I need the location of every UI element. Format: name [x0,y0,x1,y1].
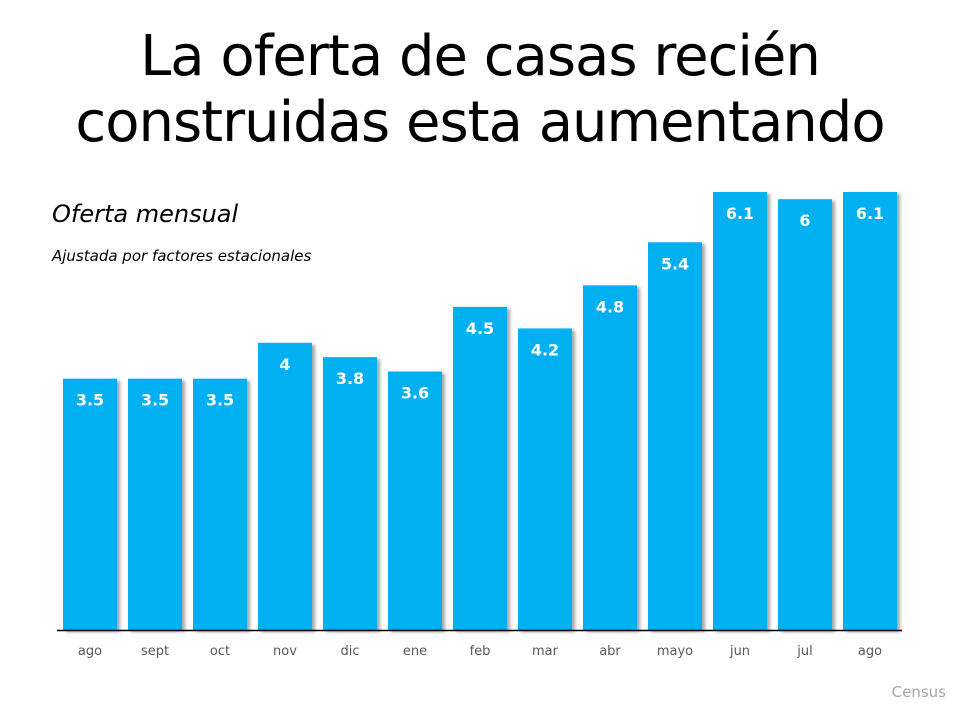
bar-feb [453,306,507,630]
data-label: 3.5 [76,391,104,410]
bar-abr [583,285,637,630]
x-tick-label: dic [340,644,359,659]
chart-title: La oferta de casas recién construidas es… [75,24,885,155]
data-label: 4.5 [466,319,494,338]
data-label: 3.8 [336,369,364,388]
bar-oct [193,378,247,630]
x-tick-label: oct [210,644,230,659]
x-tick-label: ago [78,644,102,659]
x-tick-label: mar [532,644,559,659]
data-label: 6.1 [726,204,754,223]
data-label: 5.4 [661,254,689,273]
x-tick-label: ago [858,644,882,659]
bar-ago [63,378,117,630]
bar-dic [323,357,377,630]
bar-mar [518,328,572,630]
data-label: 4 [279,355,290,374]
data-label: 6 [799,211,810,230]
bar-ene [388,371,442,630]
x-tick-label: sept [141,644,169,659]
bar-sept [128,378,182,630]
x-tick-label: jul [796,644,812,659]
x-tick-label: feb [470,644,491,659]
chart-note: Ajustada por factores estacionales [52,247,312,265]
data-label: 3.5 [141,391,169,410]
x-tick-label: mayo [657,644,693,659]
x-tick-label: nov [273,644,297,659]
data-label: 6.1 [856,204,884,223]
bar-mayo [648,242,702,630]
chart-subtitle: Oferta mensual [52,200,239,228]
source-label: Census [891,683,946,701]
data-label: 4.2 [531,340,559,359]
data-label: 3.5 [206,391,234,410]
bar-jun [713,192,767,630]
data-label: 3.6 [401,384,429,403]
x-tick-label: abr [599,644,621,659]
bar-nov [258,342,312,630]
bar-ago [843,192,897,630]
x-tick-label: jun [729,644,750,659]
data-label: 4.8 [596,297,624,316]
x-tick-label: ene [403,644,427,659]
bar-jul [778,199,832,630]
